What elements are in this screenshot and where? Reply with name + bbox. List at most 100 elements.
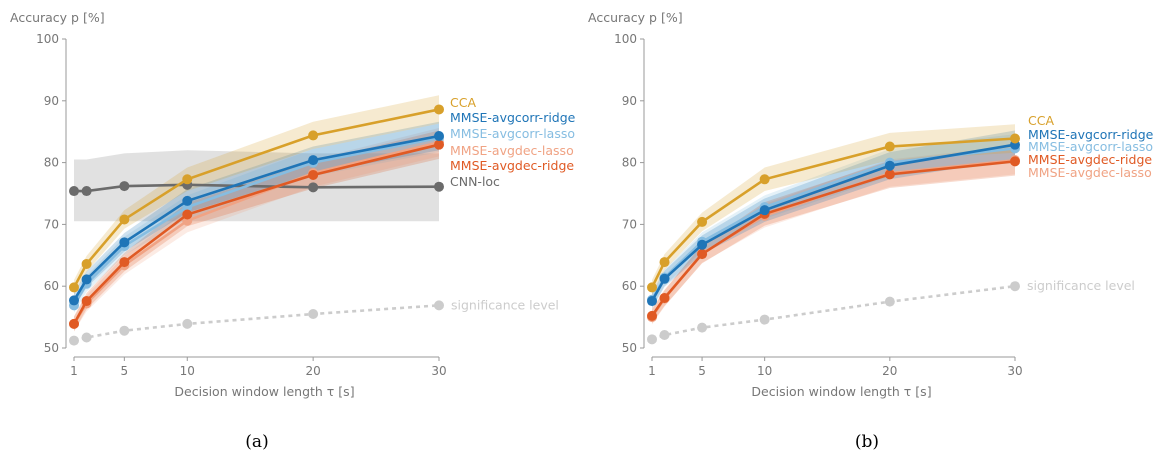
data-point-cca [1010,133,1020,144]
legend-label-cca: CCA [450,95,476,110]
data-point-significance-level [119,325,130,336]
y-tick-label: 100 [36,32,59,46]
y-tick-label: 50 [44,341,59,355]
legend-label-mmse-avgcorr-ridge: MMSE-avgcorr-ridge [450,110,576,125]
data-point-mmse-avgcorr-ridge [647,296,657,307]
y-tick-label: 90 [622,94,637,108]
x-tick-label: 5 [698,364,706,378]
data-point-mmse-avgcorr-ridge [659,273,670,284]
data-point-mmse-avgcorr-ridge [759,205,770,216]
data-point-mmse-avgcorr-ridge [81,274,92,285]
confidence-band-mmse-avgcorr-ridge [652,130,1015,309]
data-point-mmse-avgcorr-ridge [884,160,895,171]
data-point-mmse-avgcorr-ridge [434,131,444,142]
annotation-significance-level: significance level [451,297,559,312]
data-point-cca [81,258,92,269]
annotation-significance-level: significance level [1027,278,1135,293]
confidence-band-mmse-avgdec-lasso [74,127,439,332]
data-point-cnn-loc [69,186,79,197]
y-tick-label: 70 [44,217,59,231]
legend-label-mmse-avgdec-lasso: MMSE-avgdec-lasso [1028,165,1152,180]
data-point-mmse-avgdec-ridge [308,169,319,180]
data-point-mmse-avgdec-ridge [69,318,79,329]
data-point-cca [182,174,193,185]
data-point-mmse-avgdec-ridge [884,169,895,180]
data-point-significance-level [182,318,193,329]
data-point-mmse-avgdec-ridge [434,139,444,150]
data-point-cca [697,216,708,227]
data-point-cca [434,104,444,115]
x-tick-label: 20 [882,364,897,378]
x-tick-label: 1 [648,364,656,378]
data-point-mmse-avgdec-ridge [119,257,130,268]
x-tick-label: 5 [121,364,129,378]
legend-label-mmse-avgdec-ridge: MMSE-avgdec-ridge [450,158,574,173]
legend-label-mmse-avgdec-ridge: MMSE-avgdec-ridge [1028,152,1152,167]
data-point-mmse-avgdec-ridge [659,292,670,303]
series-line-significance-level [651,284,1016,341]
data-point-cca [647,282,657,293]
data-point-significance-level [69,335,79,346]
legend-label-cnn-loc: CNN-loc [450,174,500,189]
y-tick-label: 80 [44,156,59,170]
x-tick-label: 30 [1007,364,1022,378]
data-point-significance-level [647,334,657,345]
data-point-significance-level [697,322,708,333]
y-tick-label: 70 [622,217,637,231]
data-point-cca [308,130,319,141]
data-point-cca [759,174,770,185]
x-tick-label: 10 [180,364,195,378]
data-point-mmse-avgcorr-ridge [697,239,708,250]
data-point-cca [659,257,670,268]
confidence-band-mmse-avgcorr-ridge [74,121,439,308]
y-tick-label: 60 [622,279,637,293]
data-point-mmse-avgdec-ridge [647,310,657,321]
data-point-cnn-loc [119,181,130,192]
x-tick-label: 20 [305,364,320,378]
y-tick-label: 90 [44,94,59,108]
data-point-significance-level [1010,281,1020,292]
legend-label-mmse-avgdec-lasso: MMSE-avgdec-lasso [450,143,574,158]
data-point-significance-level [308,309,319,320]
data-point-mmse-avgdec-ridge [182,209,193,220]
y-axis-title: Accuracy p [%] [588,10,683,25]
x-axis-title: Decision window length τ [s] [751,384,931,399]
y-tick-label: 50 [622,341,637,355]
x-tick-label: 10 [757,364,772,378]
data-point-cca [119,214,130,225]
data-point-mmse-avgcorr-ridge [69,295,79,306]
panel-label: (b) [855,432,879,452]
data-point-cca [69,282,79,293]
chart-panel-a: 50 60 70 80 90 100 1 5 10 20 30 Accuracy p [%] Decis… [10,10,576,452]
data-point-significance-level [659,330,670,341]
data-point-mmse-avgdec-ridge [1010,156,1020,167]
x-axis-title: Decision window length τ [s] [174,384,354,399]
y-axis-title: Accuracy p [%] [10,10,105,25]
chart-panel-b: 50 60 70 80 90 100 1 5 10 20 30 Accuracy p [%] Decis… [588,10,1154,452]
legend-label-mmse-avgcorr-lasso: MMSE-avgcorr-lasso [1028,139,1153,154]
data-point-significance-level [759,314,770,325]
data-point-cnn-loc [434,181,444,192]
x-tick-label: 1 [70,364,78,378]
panel-label: (a) [245,432,268,452]
data-point-significance-level [81,332,92,343]
y-tick-label: 100 [614,32,637,46]
legend-label-mmse-avgcorr-ridge: MMSE-avgcorr-ridge [1028,127,1154,142]
y-tick-label: 60 [44,279,59,293]
data-point-mmse-avgcorr-ridge [119,237,130,248]
data-point-mmse-avgdec-ridge [81,296,92,307]
data-point-significance-level [884,296,895,307]
legend-label-cca: CCA [1028,113,1054,128]
data-point-significance-level [434,300,444,311]
x-tick-label: 30 [431,364,446,378]
confidence-band-cca [74,95,439,295]
data-point-mmse-avgdec-ridge [697,249,708,260]
y-tick-label: 80 [622,156,637,170]
data-point-cnn-loc [308,182,319,193]
legend-label-mmse-avgcorr-lasso: MMSE-avgcorr-lasso [450,126,575,141]
data-point-cca [884,141,895,152]
series-line-significance-level [73,304,440,342]
data-point-mmse-avgcorr-ridge [182,195,193,206]
data-point-mmse-avgcorr-ridge [308,155,319,166]
